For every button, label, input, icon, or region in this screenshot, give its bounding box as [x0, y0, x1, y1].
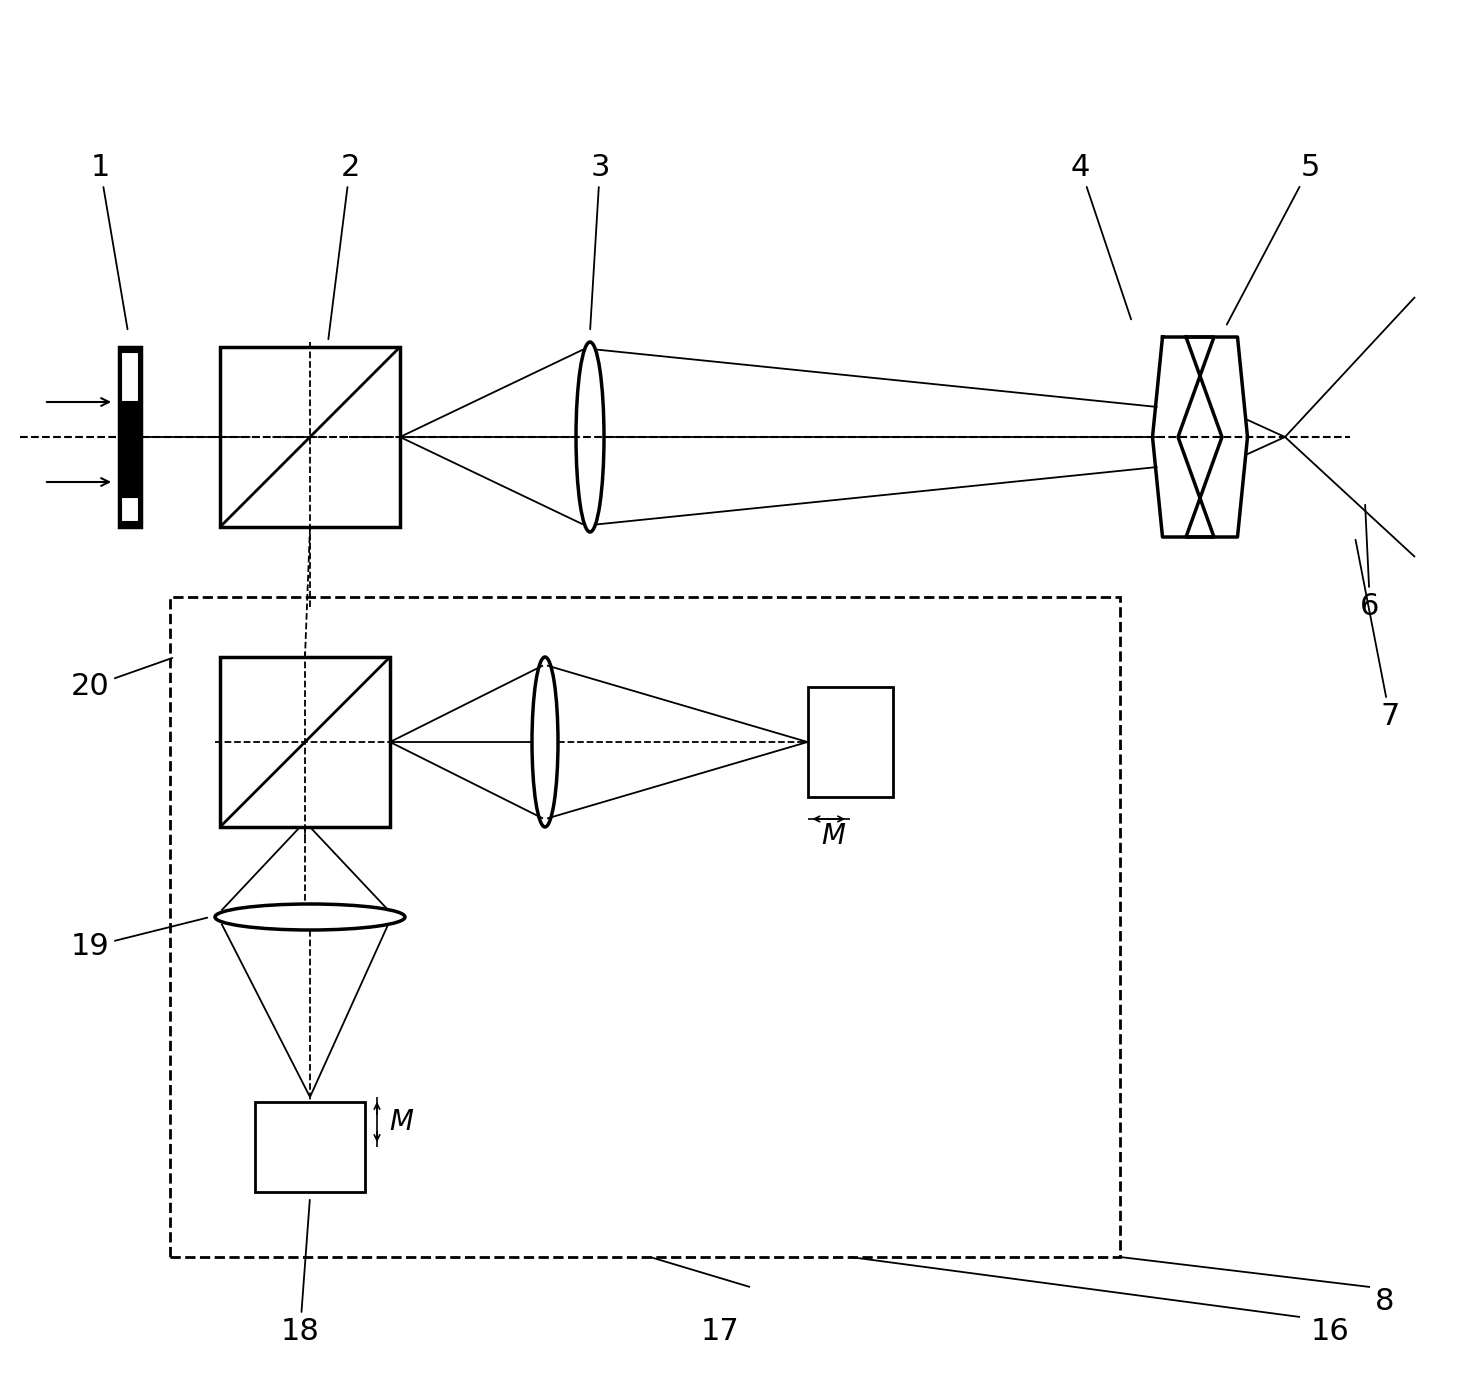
Text: 17: 17	[701, 1318, 739, 1347]
Text: 8: 8	[1375, 1287, 1395, 1316]
Text: 2: 2	[329, 153, 359, 340]
Text: 18: 18	[280, 1200, 320, 1347]
Text: 7: 7	[1356, 540, 1400, 731]
Bar	[255, 1103, 365, 1191]
Text: 4: 4	[1071, 153, 1131, 319]
Text: 6: 6	[1360, 505, 1379, 621]
Bar	[220, 347, 400, 527]
Text: 16: 16	[1310, 1318, 1350, 1347]
Text: 1: 1	[91, 153, 128, 329]
Bar	[220, 657, 390, 827]
Bar	[170, 596, 1119, 1257]
Bar	[807, 687, 892, 798]
Text: 5: 5	[1226, 153, 1320, 325]
Text: 20: 20	[70, 657, 173, 702]
Text: 19: 19	[70, 918, 207, 961]
Text: $M$: $M$	[389, 1108, 414, 1136]
Bar	[120, 497, 139, 522]
Text: 3: 3	[590, 153, 610, 329]
Text: $M$: $M$	[822, 822, 846, 850]
Bar	[119, 347, 141, 527]
Bar	[120, 352, 139, 402]
